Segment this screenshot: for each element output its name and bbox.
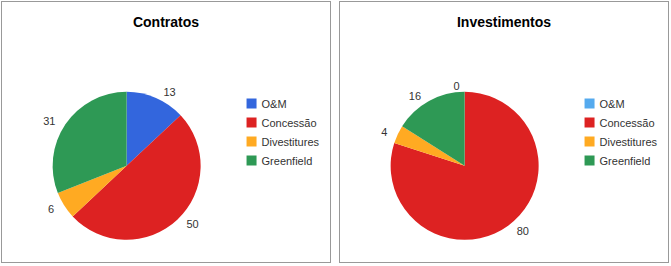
svg-text:Concessão: Concessão — [600, 117, 655, 129]
svg-text:Divestitures: Divestitures — [600, 136, 658, 148]
svg-text:Greenfield: Greenfield — [600, 155, 651, 167]
svg-text:Contratos: Contratos — [133, 14, 199, 30]
svg-text:16: 16 — [409, 90, 421, 102]
svg-text:Concessão: Concessão — [262, 117, 317, 129]
svg-text:80: 80 — [517, 225, 529, 237]
svg-text:50: 50 — [186, 218, 198, 230]
svg-text:Investimentos: Investimentos — [457, 14, 551, 30]
svg-text:O&M: O&M — [600, 98, 625, 110]
svg-text:Divestitures: Divestitures — [262, 136, 320, 148]
svg-text:13: 13 — [163, 86, 175, 98]
svg-text:4: 4 — [381, 126, 387, 138]
svg-text:Greenfield: Greenfield — [262, 155, 313, 167]
svg-text:31: 31 — [43, 115, 55, 127]
svg-text:O&M: O&M — [262, 98, 287, 110]
svg-text:6: 6 — [48, 203, 54, 215]
svg-text:0: 0 — [454, 80, 460, 92]
